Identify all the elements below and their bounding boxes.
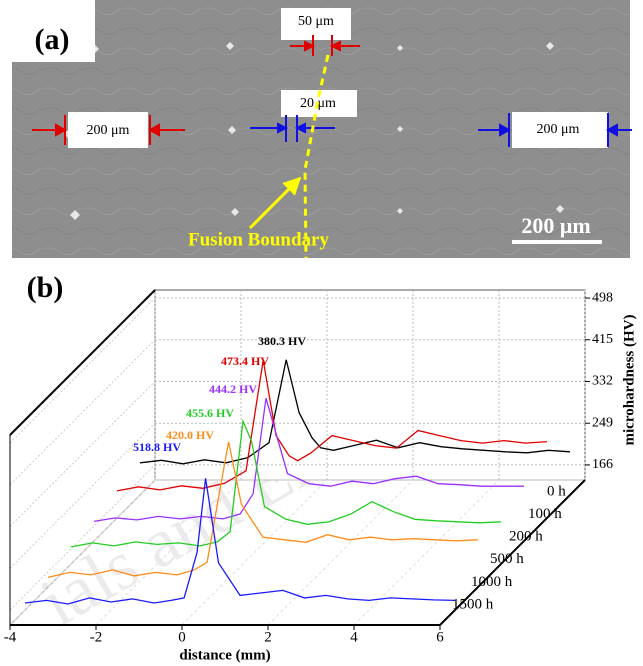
series-line [70,418,502,548]
peak-label: 380.3 HV [258,334,306,348]
series-line [47,441,479,579]
y-tick-label: 498 [592,290,613,305]
grid-line [9,479,156,626]
x-tick-label: 4 [350,629,358,645]
dimension-label: 50 μm [298,14,334,29]
peak-label: 420.0 HV [166,428,214,442]
y-tick-label: 332 [592,374,613,389]
dimension-label: 200 μm [537,122,580,137]
depth-label: 0 h [547,483,566,499]
y-axis-label: microhardness (HV) [621,315,637,446]
grid-line [9,381,156,527]
grid-line [353,479,500,626]
x-tick-label: 6 [436,629,444,645]
scale-bar-label: 200 μm [521,213,590,238]
peak-label: 444.2 HV [209,382,257,396]
x-tick-label: 0 [178,629,186,645]
y-tick-label: 249 [592,415,613,430]
dimension-label: 200 μm [87,123,130,138]
peak-label: 455.6 HV [186,406,234,420]
x-tick-label: -2 [90,629,103,645]
series-line [24,478,456,605]
left-edge [9,289,156,436]
depth-label: 500 h [490,551,524,567]
depth-label: 1500 h [452,596,494,612]
series-line [139,359,571,465]
series-line [116,360,548,492]
panel-label: (b) [27,271,64,304]
micrograph: (a) 50 μm 20 μm 200 μm 200 μm Fusion Bou… [12,0,632,259]
grid-line [181,479,328,626]
x-axis-label: distance (mm) [179,647,270,663]
series-line [93,398,524,523]
peak-label: 473.4 HV [221,354,269,368]
panel-label: (a) [35,23,70,56]
x-tick-label: 2 [264,629,272,645]
depth-label: 100 h [528,506,562,522]
depth-label: 1000 h [471,574,513,590]
y-tick-label: 415 [592,332,613,347]
depth-label: 200 h [509,529,543,545]
y-tick-label: 166 [592,457,613,472]
boundary-label: Fusion Boundary [188,229,329,250]
x-tick-label: -4 [4,629,17,645]
peak-label: 518.8 HV [133,440,181,454]
depth-axis [439,479,586,626]
grid-line [267,479,414,626]
grid-line [9,297,156,444]
